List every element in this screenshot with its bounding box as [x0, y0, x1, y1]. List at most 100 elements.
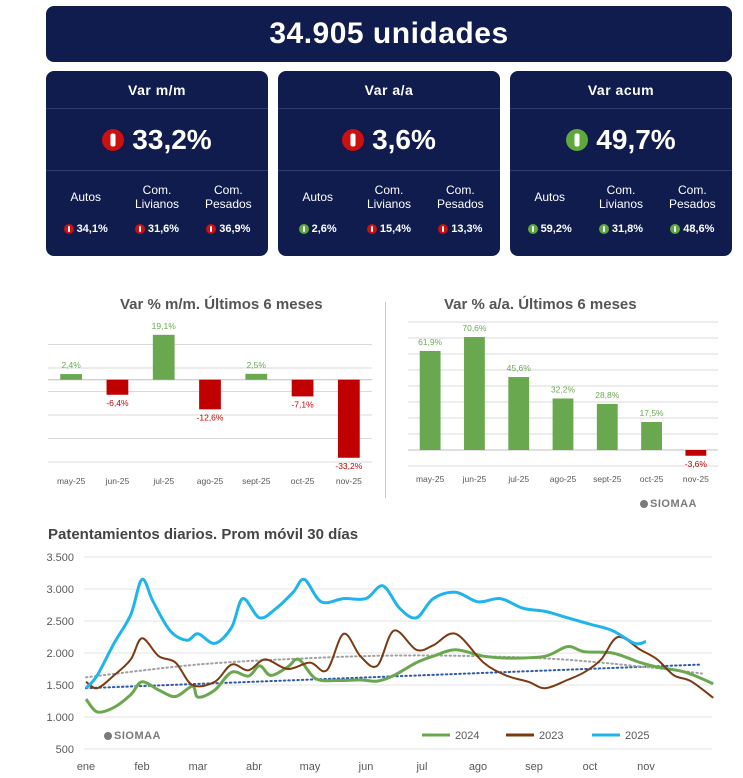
- trendline: [85, 654, 703, 679]
- breakdown-percent: 34,1%: [76, 223, 108, 235]
- breakdown-item: Com. Pesados 48,6%: [657, 171, 728, 235]
- arrow-up-icon: [598, 224, 609, 234]
- breakdown-item: Com. Livianos 31,6%: [122, 171, 193, 235]
- line-y-tick-label: 1.000: [46, 712, 74, 724]
- mm-data-label: -6,4%: [106, 398, 129, 408]
- breakdown-value: 2,6%: [298, 223, 337, 235]
- line-x-tick-label: jun: [358, 761, 374, 773]
- mm-tick-label: nov-25: [336, 476, 362, 486]
- breakdown-percent: 31,8%: [611, 223, 644, 235]
- aa-tick-label: ago-25: [550, 474, 577, 484]
- mm-bar: [106, 379, 129, 395]
- card-breakdown: Autos 34,1% Com. Livianos 31,6% Com. Pesados…: [46, 171, 268, 235]
- line-y-tick-label: 1.500: [46, 680, 74, 692]
- mm-tick-label: ago-25: [197, 476, 224, 486]
- breakdown-label: Autos: [302, 190, 333, 204]
- breakdown-label: Autos: [70, 190, 101, 204]
- mm-tick-label: jun-25: [105, 476, 130, 486]
- mm-tick-label: sept-25: [242, 476, 271, 486]
- arrow-up-icon: [566, 128, 589, 151]
- aa-chart-title: Var % a/a. Últimos 6 meses: [444, 296, 637, 313]
- mm-data-label: -12,6%: [197, 412, 224, 422]
- daily-chart-title: Patentamientos diarios. Prom móvil 30 dí…: [48, 526, 359, 543]
- card-percent: 3,6%: [372, 123, 436, 155]
- breakdown-percent: 15,4%: [379, 223, 412, 235]
- breakdown-percent: 2,6%: [311, 223, 337, 235]
- aa-bar: [552, 398, 574, 450]
- breakdown-item: Autos 59,2%: [514, 171, 585, 235]
- breakdown-label: Com. Pesados: [204, 183, 252, 211]
- line-x-tick-label: oct: [583, 761, 598, 773]
- card-main-value: 49,7%: [510, 109, 732, 171]
- mm-bar: [60, 374, 83, 380]
- line-y-tick-label: 2.500: [46, 616, 74, 628]
- aa-data-label: 17,5%: [640, 408, 665, 418]
- arrow-up-icon: [298, 224, 309, 234]
- line-x-tick-label: nov: [637, 761, 655, 773]
- mm-bar: [152, 334, 175, 380]
- arrow-down-icon: [342, 128, 365, 151]
- aa-tick-label: jun-25: [462, 474, 487, 484]
- aa-tick-label: nov-25: [683, 474, 709, 484]
- breakdown-label: Com. Livianos: [598, 183, 643, 211]
- arrow-down-icon: [102, 128, 125, 151]
- legend-label-2023: 2023: [539, 730, 563, 742]
- brand-logo-bars: SIOMAA: [640, 498, 697, 510]
- line-x-tick-label: mar: [189, 761, 208, 773]
- breakdown-percent: 59,2%: [540, 223, 572, 235]
- card-percent: 49,7%: [596, 123, 676, 155]
- mm-data-label: 2,5%: [247, 360, 267, 370]
- aa-bar: [641, 422, 662, 450]
- aa-bar: [464, 337, 485, 450]
- breakdown-item: Com. Livianos 15,4%: [354, 171, 425, 235]
- breakdown-value: 13,3%: [438, 223, 482, 235]
- legend-label-2024: 2024: [455, 730, 479, 742]
- aa-tick-label: oct-25: [640, 474, 664, 484]
- breakdown-item: Com. Livianos 31,8%: [586, 171, 657, 235]
- arrow-up-icon: [527, 224, 538, 234]
- card-main-value: 3,6%: [278, 109, 500, 171]
- breakdown-value: 48,6%: [670, 223, 714, 235]
- breakdown-item: Com. Pesados 13,3%: [425, 171, 496, 235]
- aa-bar: [596, 403, 618, 450]
- series-line-2024: [84, 645, 714, 714]
- mm-bar: [245, 373, 268, 380]
- mm-data-label: -7,1%: [291, 399, 314, 409]
- line-x-tick-label: ago: [469, 761, 487, 773]
- breakdown-label: Autos: [534, 190, 565, 204]
- mm-bar: [291, 379, 314, 397]
- breakdown-percent: 31,6%: [147, 223, 180, 235]
- mm-tick-label: jul-25: [152, 476, 174, 486]
- breakdown-item: Autos 34,1%: [50, 171, 121, 235]
- series-line-2025: [84, 577, 647, 690]
- mm-tick-label: oct-25: [291, 476, 315, 486]
- breakdown-value: 15,4%: [366, 223, 412, 235]
- breakdown-label: Com. Pesados: [668, 183, 716, 211]
- line-y-tick-label: 3.500: [46, 552, 74, 564]
- mm-data-label: 19,1%: [152, 321, 177, 331]
- breakdown-percent: 48,6%: [683, 223, 715, 235]
- breakdown-value: 34,1%: [63, 223, 108, 235]
- card-title: Var acum: [510, 71, 732, 109]
- line-y-tick-label: 2.000: [46, 648, 74, 660]
- breakdown-percent: 36,9%: [219, 223, 251, 235]
- aa-data-label: 70,6%: [462, 323, 487, 333]
- aa-data-label: -3,6%: [685, 459, 708, 469]
- breakdown-label: Com. Livianos: [366, 183, 411, 211]
- breakdown-value: 31,8%: [598, 223, 644, 235]
- aa-bar: [508, 377, 530, 450]
- aa-bar: [419, 350, 441, 450]
- line-y-tick-label: 500: [56, 744, 74, 756]
- mm-tick-label: may-25: [57, 476, 86, 486]
- aa-data-label: 28,8%: [595, 390, 620, 400]
- card-title: Var a/a: [278, 71, 500, 109]
- arrow-down-icon: [63, 224, 74, 234]
- aa-data-label: 61,9%: [418, 337, 443, 347]
- headline-total: 34.905 unidades: [46, 6, 732, 62]
- arrow-down-icon: [206, 224, 217, 234]
- line-y-tick-label: 3.000: [46, 584, 74, 596]
- mm-bar: [199, 379, 221, 410]
- aa-tick-label: jul-25: [507, 474, 529, 484]
- breakdown-value: 31,6%: [134, 223, 180, 235]
- card-title: Var m/m: [46, 71, 268, 109]
